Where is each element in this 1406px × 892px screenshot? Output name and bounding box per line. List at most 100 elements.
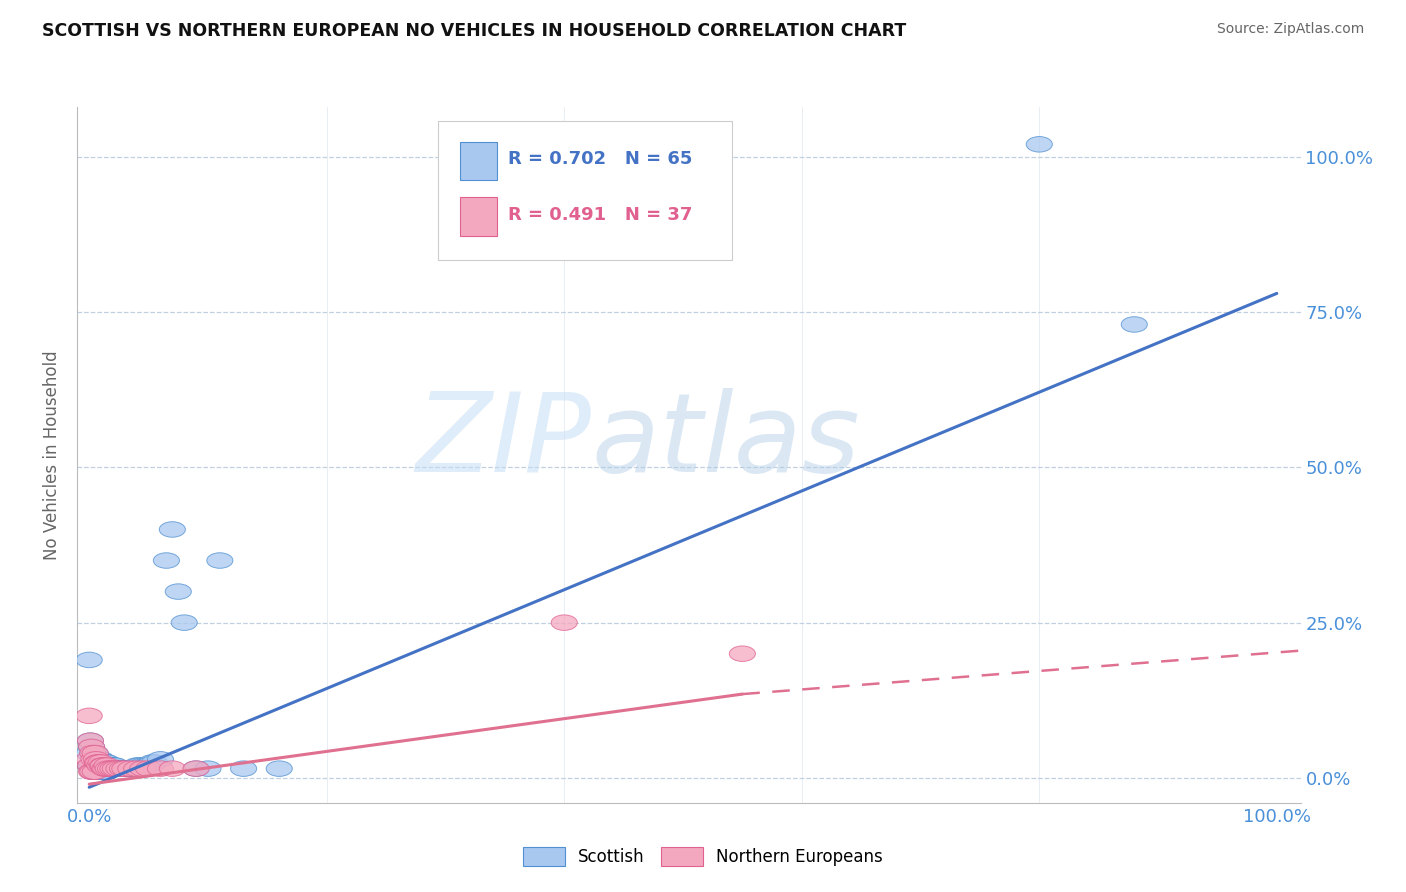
Ellipse shape — [730, 646, 755, 662]
Bar — [460, 197, 496, 235]
Ellipse shape — [96, 761, 121, 776]
Ellipse shape — [83, 764, 110, 780]
Ellipse shape — [84, 752, 111, 767]
Ellipse shape — [97, 758, 122, 773]
Ellipse shape — [79, 758, 104, 773]
Ellipse shape — [87, 758, 112, 773]
Ellipse shape — [76, 746, 103, 761]
Ellipse shape — [79, 739, 104, 755]
Ellipse shape — [231, 761, 257, 776]
Ellipse shape — [551, 615, 578, 631]
Ellipse shape — [100, 758, 127, 773]
Ellipse shape — [195, 761, 221, 776]
Ellipse shape — [83, 752, 110, 767]
Ellipse shape — [91, 755, 118, 770]
Ellipse shape — [77, 733, 104, 748]
Ellipse shape — [148, 761, 173, 776]
Ellipse shape — [89, 758, 115, 773]
Ellipse shape — [183, 761, 209, 776]
Ellipse shape — [108, 761, 135, 776]
Ellipse shape — [82, 746, 108, 761]
Ellipse shape — [124, 758, 150, 773]
Text: atlas: atlas — [591, 387, 859, 494]
Ellipse shape — [100, 761, 127, 776]
Ellipse shape — [129, 761, 156, 776]
Ellipse shape — [110, 761, 135, 776]
Ellipse shape — [118, 761, 143, 776]
Ellipse shape — [91, 761, 118, 776]
Ellipse shape — [84, 764, 111, 780]
Ellipse shape — [77, 758, 104, 773]
Ellipse shape — [87, 764, 112, 780]
Ellipse shape — [82, 746, 107, 761]
Ellipse shape — [142, 755, 167, 770]
Ellipse shape — [84, 755, 111, 770]
Ellipse shape — [89, 764, 114, 780]
Ellipse shape — [82, 752, 107, 767]
Ellipse shape — [89, 752, 114, 767]
Ellipse shape — [124, 761, 150, 776]
Ellipse shape — [90, 758, 117, 773]
Ellipse shape — [80, 764, 105, 780]
Ellipse shape — [105, 761, 132, 776]
Ellipse shape — [104, 761, 131, 776]
Ellipse shape — [118, 761, 143, 776]
Ellipse shape — [76, 652, 103, 668]
Text: ZIP: ZIP — [415, 387, 591, 494]
Ellipse shape — [77, 758, 104, 773]
Ellipse shape — [76, 708, 103, 723]
Ellipse shape — [93, 755, 120, 770]
Ellipse shape — [87, 752, 112, 767]
Ellipse shape — [80, 746, 105, 761]
Text: Source: ZipAtlas.com: Source: ZipAtlas.com — [1216, 22, 1364, 37]
Ellipse shape — [1026, 136, 1052, 152]
Ellipse shape — [91, 764, 118, 780]
Ellipse shape — [90, 758, 117, 773]
FancyBboxPatch shape — [439, 121, 731, 260]
Ellipse shape — [183, 761, 209, 776]
Ellipse shape — [112, 761, 139, 776]
Ellipse shape — [1121, 317, 1147, 332]
Ellipse shape — [76, 752, 103, 767]
Ellipse shape — [89, 758, 115, 773]
Ellipse shape — [97, 758, 124, 773]
Text: SCOTTISH VS NORTHERN EUROPEAN NO VEHICLES IN HOUSEHOLD CORRELATION CHART: SCOTTISH VS NORTHERN EUROPEAN NO VEHICLE… — [42, 22, 907, 40]
Ellipse shape — [94, 755, 120, 770]
Ellipse shape — [94, 764, 120, 780]
Ellipse shape — [77, 733, 104, 748]
Ellipse shape — [80, 764, 105, 780]
Bar — [460, 142, 496, 180]
Ellipse shape — [159, 761, 186, 776]
Ellipse shape — [110, 761, 135, 776]
Ellipse shape — [159, 522, 186, 537]
Ellipse shape — [129, 758, 156, 773]
Ellipse shape — [105, 761, 132, 776]
Ellipse shape — [207, 553, 233, 568]
Ellipse shape — [94, 758, 120, 773]
Ellipse shape — [79, 764, 104, 780]
Ellipse shape — [86, 758, 111, 773]
Ellipse shape — [98, 758, 125, 773]
Ellipse shape — [107, 761, 134, 776]
Ellipse shape — [139, 755, 166, 770]
Ellipse shape — [148, 752, 173, 767]
Ellipse shape — [82, 764, 108, 780]
Ellipse shape — [266, 761, 292, 776]
Ellipse shape — [93, 761, 120, 776]
Legend: Scottish, Northern Europeans: Scottish, Northern Europeans — [515, 838, 891, 875]
Ellipse shape — [166, 584, 191, 599]
Ellipse shape — [89, 755, 114, 770]
Ellipse shape — [101, 758, 127, 773]
Ellipse shape — [172, 615, 197, 631]
Ellipse shape — [135, 761, 162, 776]
Ellipse shape — [82, 764, 108, 780]
Ellipse shape — [79, 739, 104, 755]
Ellipse shape — [127, 758, 152, 773]
Ellipse shape — [82, 764, 107, 780]
Ellipse shape — [121, 761, 148, 776]
Ellipse shape — [153, 553, 180, 568]
Ellipse shape — [82, 746, 108, 761]
Ellipse shape — [115, 761, 142, 776]
Ellipse shape — [111, 761, 138, 776]
Text: R = 0.491   N = 37: R = 0.491 N = 37 — [508, 206, 692, 224]
